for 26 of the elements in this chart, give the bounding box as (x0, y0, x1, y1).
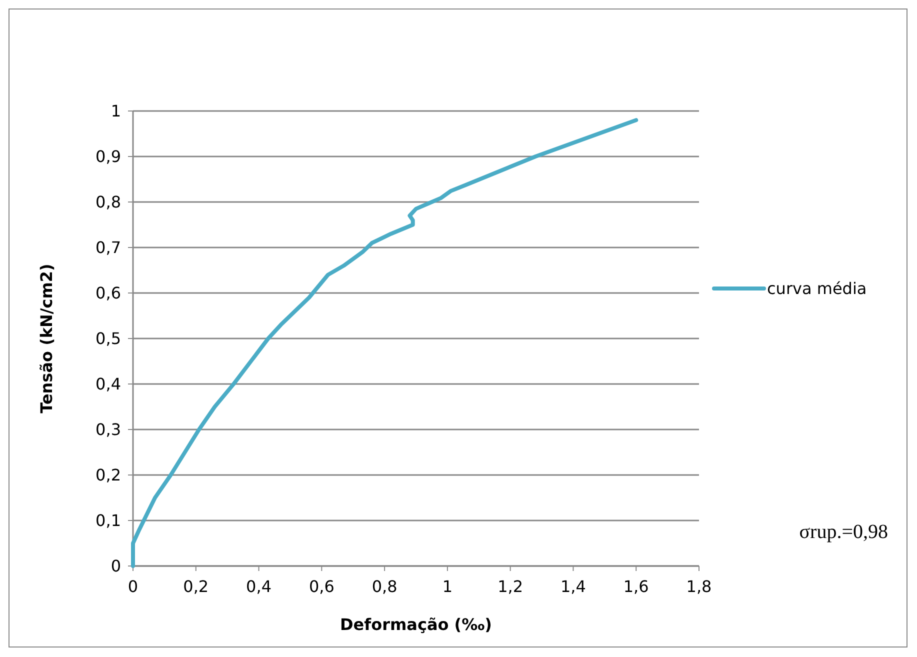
y-tick-label: 0,2 (96, 466, 121, 485)
y-axis-title: Tensão (kN/cm2) (37, 264, 56, 414)
y-tick-label: 0,7 (96, 238, 121, 258)
y-tick-label: 0,1 (96, 511, 121, 530)
x-axis-title: Deformação (‰) (340, 615, 492, 634)
x-tick-label: 0,4 (246, 577, 272, 596)
x-tick-label: 1,2 (498, 577, 524, 596)
y-tick-label: 0,3 (96, 420, 121, 440)
text: σrup.=0,98 (799, 521, 888, 543)
x-tick-label: 1 (442, 577, 453, 596)
y-tick-label: 0 (110, 556, 121, 576)
x-tick-label: 0,6 (308, 577, 334, 596)
y-tick-label: 0,4 (96, 374, 121, 394)
legend-label: curva média (767, 279, 867, 298)
x-tick-label: 1,6 (623, 577, 649, 596)
x-tick-label: 0,8 (372, 577, 398, 596)
y-tick-label: 0,6 (96, 284, 121, 303)
y-tick-label: 1 (110, 102, 121, 121)
y-tick-label: 0,9 (96, 147, 121, 166)
x-tick-label: 1,4 (560, 577, 586, 596)
y-tick-label: 0,5 (96, 329, 121, 348)
line-series (131, 118, 638, 568)
x-tick-label: 0,2 (183, 577, 209, 596)
y-tick-label: 0,8 (96, 192, 121, 212)
x-tick-label: 0 (128, 577, 138, 596)
x-tick-label: 1,8 (686, 577, 712, 596)
